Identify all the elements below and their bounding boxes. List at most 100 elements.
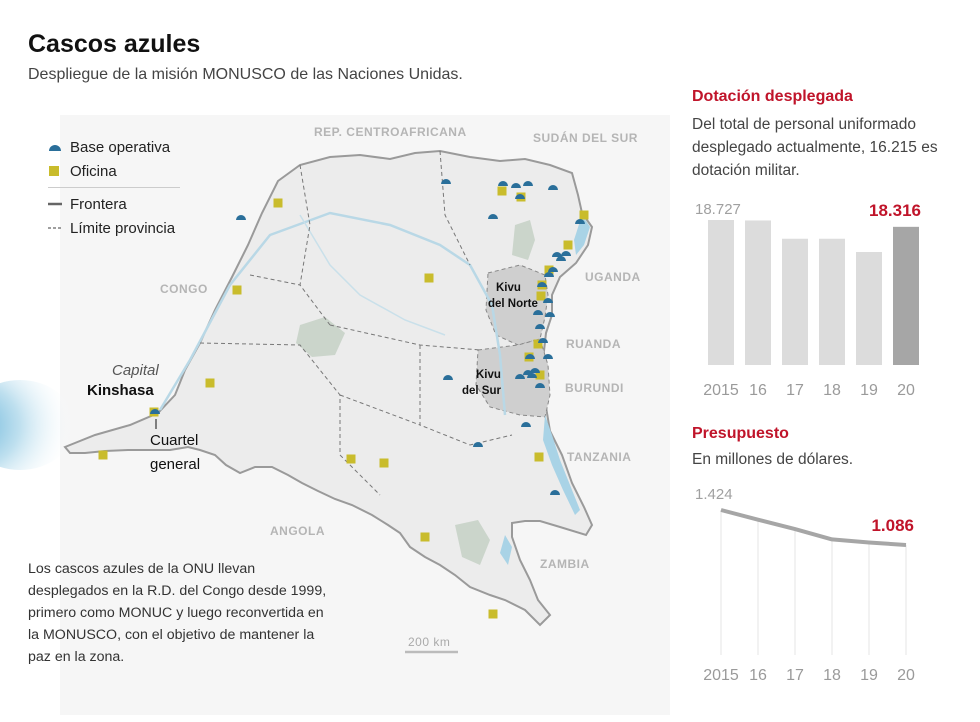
legend-border-label: Frontera: [70, 195, 127, 213]
line-first-value: 1.424: [695, 486, 733, 503]
legend-base-label: Base operativa: [70, 138, 171, 156]
drc-map: 200 km REP. CENTROAFRICANA SUDÁN DEL SUR…: [0, 115, 670, 715]
base-marker: [533, 310, 543, 315]
label-ruanda: RUANDA: [566, 337, 621, 351]
base-marker: [515, 374, 525, 379]
line-tick-label: 2015: [703, 667, 739, 684]
label-uganda: UGANDA: [585, 270, 641, 284]
label-kivu-sur-1: Kivu: [476, 369, 501, 381]
legend-border: Frontera: [48, 192, 180, 216]
legend-base: Base operativa: [48, 135, 180, 159]
province-line-icon: [48, 225, 70, 231]
base-marker: [525, 354, 535, 359]
office-marker: [563, 240, 573, 250]
office-marker: [533, 339, 543, 349]
lake-albert: [574, 215, 590, 255]
atlantic-ocean: [0, 380, 75, 470]
base-icon: [48, 143, 70, 152]
bar-first-value: 18.727: [695, 201, 741, 218]
line-tick-label: 17: [786, 667, 804, 684]
line-tick-label: 16: [749, 667, 767, 684]
bar-tick-label: 16: [749, 382, 767, 399]
base-marker: [236, 215, 246, 220]
personnel-title: Dotación desplegada: [692, 88, 853, 105]
bar-tick-label: 20: [897, 382, 915, 399]
office-marker: [579, 210, 589, 220]
base-marker: [523, 181, 533, 186]
office-marker: [346, 454, 356, 464]
label-zambia: ZAMBIA: [540, 557, 590, 571]
lake-mweru: [500, 535, 512, 565]
base-marker: [530, 368, 540, 373]
line-tick-label: 18: [823, 667, 841, 684]
office-marker: [273, 198, 283, 208]
border-line-icon: [48, 201, 70, 207]
office-marker: [497, 186, 507, 196]
personnel-text: Del total de personal uniformado despleg…: [692, 116, 938, 179]
label-capital: Capital: [112, 362, 159, 379]
office-marker: [534, 452, 544, 462]
base-marker: [548, 185, 558, 190]
label-kinshasa: Kinshasa: [87, 382, 154, 399]
label-sudan: SUDÁN DEL SUR: [533, 130, 638, 145]
base-marker: [537, 282, 547, 287]
base-marker: [556, 256, 566, 261]
bar-20: [893, 226, 919, 365]
office-marker: [232, 285, 242, 295]
bar-tick-label: 2015: [703, 382, 739, 399]
scale-label: 200 km: [408, 635, 450, 649]
base-marker: [575, 219, 585, 224]
drc-country: [63, 149, 594, 627]
legend-province-label: Límite provincia: [70, 219, 176, 237]
office-marker: [535, 370, 545, 380]
legend-office-label: Oficina: [70, 162, 117, 180]
budget-line: [720, 508, 907, 547]
bar-tick-label: 17: [786, 382, 804, 399]
lake-tanganyika: [543, 415, 580, 515]
base-marker: [535, 383, 545, 388]
office-icon: [48, 165, 70, 177]
label-kivu-norte-2: del Norte: [488, 298, 538, 310]
label-tanzania: TANZANIA: [567, 450, 631, 464]
label-general: general: [150, 456, 200, 473]
budget-line-chart: 2015 16 17 18 19 20 1.424 1.086: [695, 486, 915, 684]
congo-river: [158, 211, 507, 416]
label-kivu-sur-2: del Sur: [462, 385, 502, 397]
line-last-value: 1.086: [871, 516, 914, 535]
base-marker: [521, 422, 531, 427]
label-angola: ANGOLA: [270, 524, 325, 538]
bar-tick-label: 19: [860, 382, 878, 399]
park-1: [512, 220, 535, 260]
legend-province: Límite provincia: [48, 216, 180, 240]
map-legend: Base operativa Oficina Frontera Límite p…: [48, 135, 180, 240]
base-marker: [515, 194, 525, 199]
label-cuartel: Cuartel: [150, 432, 198, 449]
line-tick-label: 20: [897, 667, 915, 684]
office-marker: [536, 291, 546, 301]
map-markers: [98, 179, 589, 619]
legend-divider: [48, 187, 180, 188]
label-rca: REP. CENTROAFRICANA: [314, 125, 467, 139]
base-marker: [535, 324, 545, 329]
bar-last-value: 18.316: [869, 201, 921, 220]
bar-19: [856, 252, 882, 365]
base-marker: [543, 298, 553, 303]
budget-text: En millones de dólares.: [692, 451, 854, 468]
base-marker: [538, 338, 548, 343]
bar-2015: [708, 220, 734, 365]
line-tick-label: 19: [860, 667, 878, 684]
bar-tick-label: 18: [823, 382, 841, 399]
label-kivu-norte-1: Kivu: [496, 282, 521, 294]
office-marker: [205, 378, 215, 388]
park-3: [455, 520, 490, 565]
base-marker: [441, 179, 451, 184]
hq-base-marker: [150, 409, 160, 414]
bar-17: [782, 238, 808, 365]
label-burundi: BURUNDI: [565, 381, 624, 395]
bar-16: [745, 220, 771, 365]
base-marker: [545, 312, 555, 317]
label-congo: CONGO: [160, 282, 208, 296]
base-marker: [511, 183, 521, 188]
base-marker: [473, 442, 483, 447]
bar-18: [819, 238, 845, 365]
